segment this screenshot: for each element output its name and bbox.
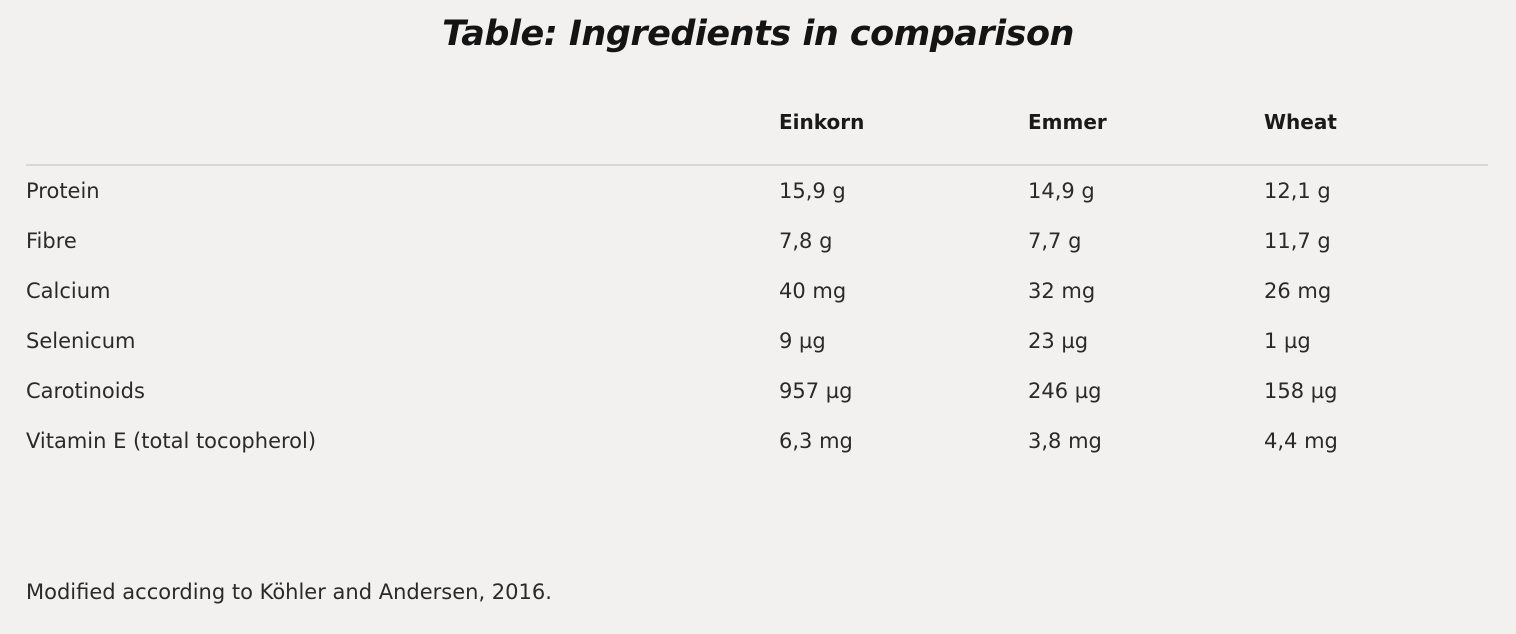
table-row: Vitamin E (total tocopherol) 6,3 mg 3,8 … <box>26 416 1488 466</box>
table-row: Carotinoids 957 µg 246 µg 158 µg <box>26 366 1488 416</box>
table-row: Selenicum 9 µg 23 µg 1 µg <box>26 316 1488 366</box>
row-label: Selenicum <box>26 329 136 353</box>
cell-wheat: 12,1 g <box>1264 179 1331 203</box>
source-footnote: Modified according to Köhler and Anderse… <box>26 580 552 604</box>
header-cell-nutrient <box>26 100 779 166</box>
table-row: Protein 15,9 g 14,9 g 12,1 g <box>26 165 1488 216</box>
table-title: Table: Ingredients in comparison <box>442 14 1074 54</box>
cell-emmer: 23 µg <box>1028 329 1089 353</box>
header-cell-einkorn: Einkorn <box>779 100 1028 166</box>
cell-wheat: 158 µg <box>1264 379 1338 403</box>
table-row: Calcium 40 mg 32 mg 26 mg <box>26 266 1488 316</box>
row-label: Calcium <box>26 279 111 303</box>
cell-einkorn: 7,8 g <box>779 229 833 253</box>
cell-wheat: 1 µg <box>1264 329 1311 353</box>
cell-emmer: 32 mg <box>1028 279 1096 303</box>
cell-wheat: 4,4 mg <box>1264 429 1338 453</box>
cell-einkorn: 40 mg <box>779 279 847 303</box>
cell-einkorn: 15,9 g <box>779 179 846 203</box>
cell-wheat: 11,7 g <box>1264 229 1331 253</box>
cell-emmer: 7,7 g <box>1028 229 1082 253</box>
header-cell-wheat: Wheat <box>1264 100 1488 166</box>
cell-emmer: 246 µg <box>1028 379 1102 403</box>
cell-emmer: 3,8 mg <box>1028 429 1102 453</box>
header-cell-emmer: Emmer <box>1028 100 1264 166</box>
row-label: Protein <box>26 179 100 203</box>
row-label: Carotinoids <box>26 379 145 403</box>
cell-einkorn: 957 µg <box>779 379 853 403</box>
comparison-table-container: Einkorn Emmer Wheat Protein 15,9 g 14,9 … <box>26 100 1488 466</box>
table-row: Fibre 7,8 g 7,7 g 11,7 g <box>26 216 1488 266</box>
comparison-table: Einkorn Emmer Wheat Protein 15,9 g 14,9 … <box>26 100 1488 466</box>
cell-einkorn: 9 µg <box>779 329 826 353</box>
cell-wheat: 26 mg <box>1264 279 1332 303</box>
table-header-row: Einkorn Emmer Wheat <box>26 100 1488 166</box>
row-label: Fibre <box>26 229 77 253</box>
cell-emmer: 14,9 g <box>1028 179 1095 203</box>
cell-einkorn: 6,3 mg <box>779 429 853 453</box>
row-label: Vitamin E (total tocopherol) <box>26 429 317 453</box>
